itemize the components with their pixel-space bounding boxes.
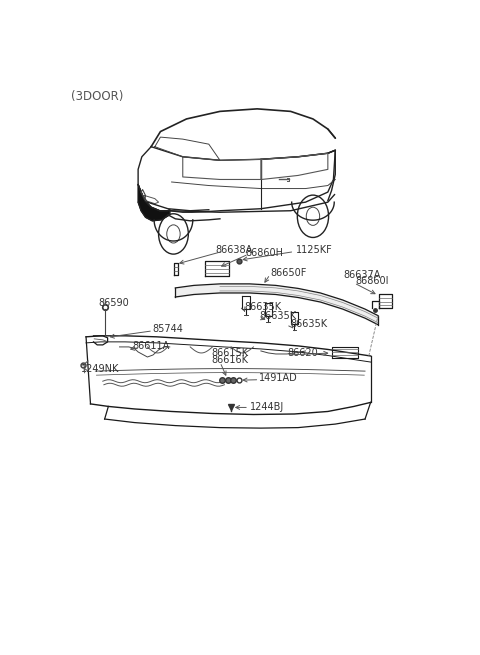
Text: 86620: 86620 [287,348,318,358]
Text: 1125KF: 1125KF [296,245,333,255]
Text: 86615K: 86615K [211,348,249,358]
Text: 86860H: 86860H [245,248,283,257]
Text: (3DOOR): (3DOOR) [71,90,123,103]
Text: 86590: 86590 [99,297,130,308]
Text: 1244BJ: 1244BJ [250,402,284,413]
Text: 86635K: 86635K [290,319,327,329]
Text: 86611A: 86611A [132,341,170,351]
Text: 86637A: 86637A [344,271,381,280]
Text: 86860I: 86860I [356,276,389,286]
Text: 86616K: 86616K [211,355,249,365]
Text: 86635K: 86635K [259,310,296,321]
Polygon shape [138,185,170,221]
Text: 1249NK: 1249NK [81,364,119,374]
Text: 85744: 85744 [152,324,183,334]
Text: 86650F: 86650F [270,268,307,278]
Text: 86635K: 86635K [244,301,281,312]
Text: 1491AD: 1491AD [259,373,298,383]
Text: 86638A: 86638A [216,245,253,255]
